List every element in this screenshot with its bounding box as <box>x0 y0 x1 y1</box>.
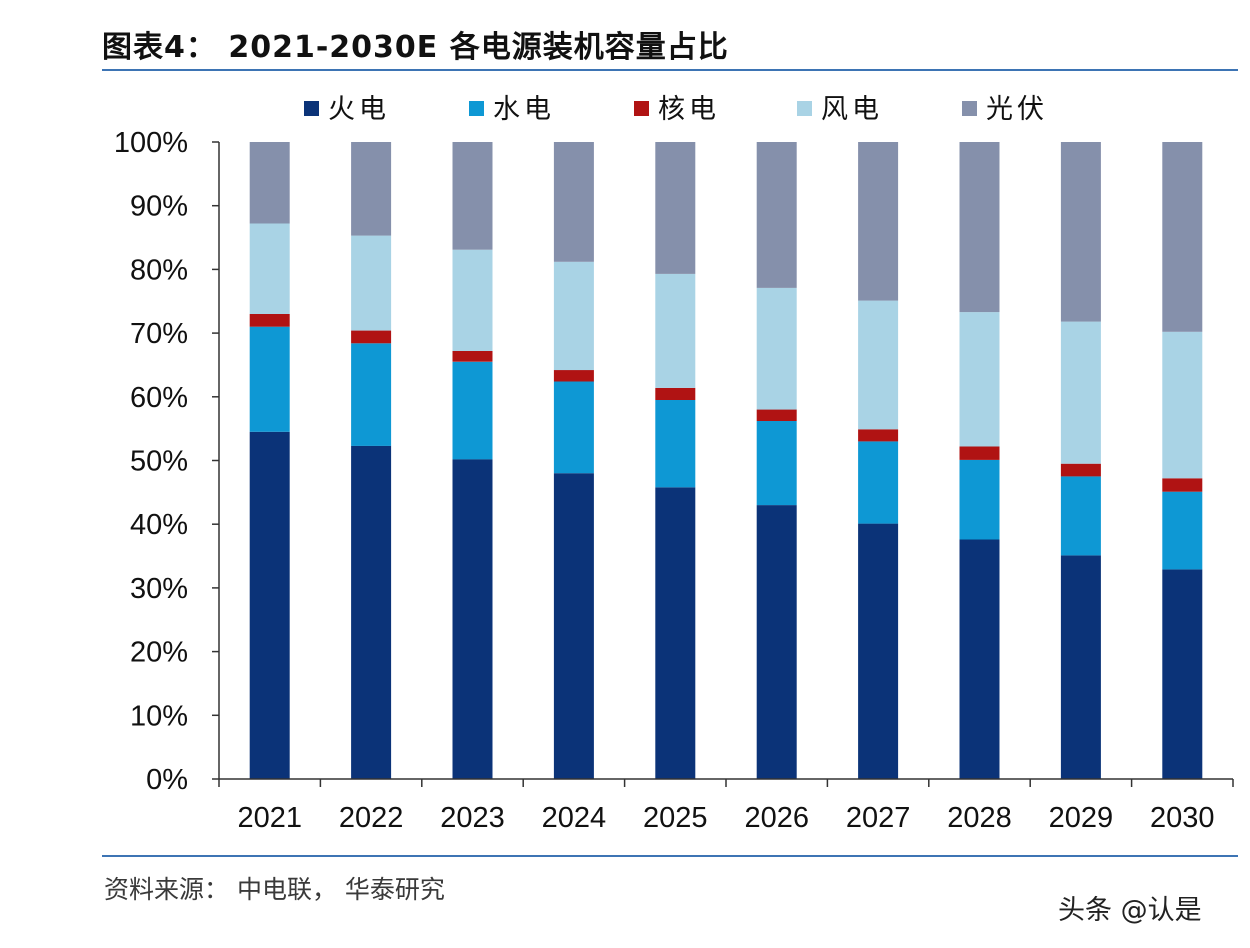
source-divider <box>102 855 1238 857</box>
bar-segment-2028-s4 <box>959 142 1000 313</box>
bar-segment-2025-s1 <box>655 400 696 488</box>
legend-swatch-3 <box>797 101 812 116</box>
x-tick-label-2024: 2024 <box>542 802 607 834</box>
bar-segment-2028-s1 <box>959 459 1000 540</box>
y-tick-label: 80% <box>130 254 188 286</box>
bar-segment-2027-s4 <box>858 142 899 301</box>
x-tick-label-2022: 2022 <box>339 802 404 834</box>
y-tick-label: 40% <box>130 509 188 541</box>
bar-segment-2025-s3 <box>655 273 696 388</box>
bar-segment-2029-s2 <box>1060 463 1101 477</box>
bar-segment-2030-s1 <box>1162 491 1203 570</box>
watermark: 头条 @认是 <box>1058 895 1202 926</box>
bar-segment-2029-s4 <box>1060 142 1101 322</box>
x-tick-label-2021: 2021 <box>237 802 302 834</box>
bar-segment-2023-s3 <box>452 249 493 351</box>
legend-label-3: 风电 <box>821 94 883 125</box>
y-tick-label: 60% <box>130 382 188 414</box>
bar-segment-2026-s1 <box>756 421 797 506</box>
figure-title: 图表4： 2021-2030E 各电源装机容量占比 <box>102 30 729 65</box>
bar-segment-2024-s2 <box>553 370 594 382</box>
bar-segment-2023-s1 <box>452 361 493 460</box>
bar-segment-2022-s0 <box>351 445 392 779</box>
bar-segment-2027-s1 <box>858 441 899 524</box>
chart-legend: 火电 水电 核电 风电 光伏 <box>304 94 1048 125</box>
x-tick-label-2026: 2026 <box>744 802 809 834</box>
bar-segment-2024-s1 <box>553 381 594 474</box>
legend-swatch-2 <box>634 101 649 116</box>
x-tick-label-2028: 2028 <box>947 802 1012 834</box>
bar-segment-2024-s0 <box>553 473 594 779</box>
bar-segment-2022-s2 <box>351 330 392 344</box>
bar-segment-2025-s0 <box>655 487 696 779</box>
bar-segment-2022-s3 <box>351 235 392 331</box>
bar-segment-2024-s4 <box>553 142 594 262</box>
bar-segment-2024-s3 <box>553 261 594 371</box>
x-tick-label-2027: 2027 <box>846 802 911 834</box>
legend-swatch-0 <box>304 101 319 116</box>
legend-label-1: 水电 <box>493 94 555 125</box>
bar-segment-2028-s3 <box>959 312 1000 447</box>
bar-segment-2021-s1 <box>249 326 290 432</box>
bar-segment-2025-s2 <box>655 387 696 400</box>
y-tick-label: 50% <box>130 446 188 478</box>
bar-segment-2025-s4 <box>655 142 696 274</box>
legend-label-0: 火电 <box>328 94 390 125</box>
y-tick-label: 70% <box>130 318 188 350</box>
y-tick-label: 100% <box>114 127 188 159</box>
title-divider <box>102 69 1238 71</box>
bar-segment-2030-s2 <box>1162 478 1203 492</box>
legend-swatch-1 <box>469 101 484 116</box>
x-tick-label-2023: 2023 <box>440 802 505 834</box>
bar-segment-2026-s2 <box>756 409 797 421</box>
bar-segment-2023-s2 <box>452 350 493 362</box>
y-tick-label: 30% <box>130 573 188 605</box>
legend-label-2: 核电 <box>658 94 720 125</box>
y-tick-label: 10% <box>130 700 188 732</box>
bar-segment-2026-s3 <box>756 287 797 410</box>
bar-segment-2029-s1 <box>1060 476 1101 556</box>
bar-segment-2023-s4 <box>452 142 493 250</box>
bar-segment-2028-s2 <box>959 446 1000 460</box>
bar-segment-2022-s4 <box>351 142 392 236</box>
legend-label-4: 光伏 <box>986 94 1048 125</box>
x-tick-label-2030: 2030 <box>1150 802 1215 834</box>
bar-segment-2027-s3 <box>858 300 899 430</box>
y-tick-label: 90% <box>130 191 188 223</box>
bar-segment-2030-s0 <box>1162 569 1203 779</box>
bar-segment-2021-s4 <box>249 142 290 224</box>
x-tick-label-2025: 2025 <box>643 802 708 834</box>
bar-segment-2029-s0 <box>1060 555 1101 779</box>
bar-segment-2029-s3 <box>1060 321 1101 464</box>
y-tick-label: 20% <box>130 637 188 669</box>
x-tick-label-2029: 2029 <box>1049 802 1114 834</box>
bar-segment-2026-s0 <box>756 505 797 779</box>
bar-segment-2027-s0 <box>858 523 899 779</box>
bar-segment-2030-s3 <box>1162 331 1203 479</box>
bar-segment-2028-s0 <box>959 539 1000 779</box>
bar-segment-2021-s2 <box>249 314 290 327</box>
bar-segment-2022-s1 <box>351 343 392 446</box>
bar-segment-2023-s0 <box>452 459 493 779</box>
chart-axes: 0% 10% 20% 30% 40% 50% 60% 70% 80% 90% 100% 2021 202… <box>114 127 1234 834</box>
bar-segment-2027-s2 <box>858 429 899 442</box>
bar-segment-2026-s4 <box>756 142 797 288</box>
source-note: 资料来源： 中电联， 华泰研究 <box>104 875 445 904</box>
y-tick-label: 0% <box>146 764 188 796</box>
bar-segment-2030-s4 <box>1162 142 1203 332</box>
bar-segment-2021-s0 <box>249 431 290 779</box>
legend-swatch-4 <box>962 101 977 116</box>
bar-segment-2021-s3 <box>249 223 290 314</box>
bar-stacks <box>249 142 1203 779</box>
